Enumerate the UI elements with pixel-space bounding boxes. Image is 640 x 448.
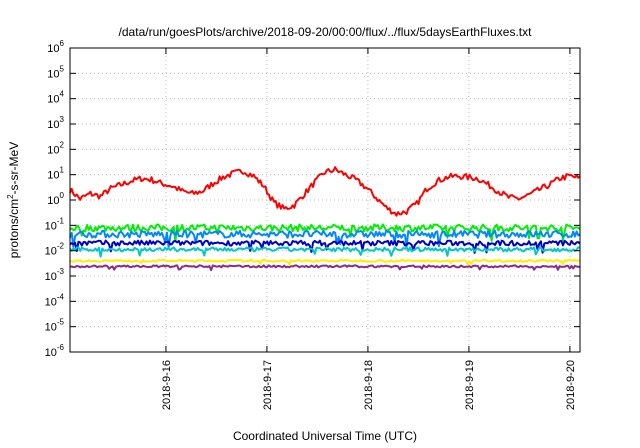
y-tick-label: 10-4 (45, 292, 65, 308)
series-line (69, 264, 581, 272)
y-axis-title: protons/cm2-s-sr-MeV (6, 142, 21, 258)
y-axis-title-sup: 2 (6, 194, 15, 199)
y-tick-label: 100 (47, 191, 64, 207)
x-ticks: 2018-9-16 2018-9-17 2018-9-18 2018-9-19 2018… (161, 48, 577, 410)
series-line (69, 239, 581, 254)
x-axis-title: Coordinated Universal Time (UTC) (233, 429, 417, 443)
y-tick-label: 105 (47, 64, 64, 80)
series-line (69, 246, 581, 258)
grid-lines (70, 48, 580, 352)
y-tick-label: 104 (47, 90, 64, 106)
series-line (69, 166, 581, 217)
y-tick-label: 10-1 (45, 216, 65, 232)
x-tick-label: 2018-9-16 (161, 360, 173, 410)
y-tick-label: 101 (47, 166, 64, 182)
series-line (69, 223, 581, 243)
y-tick-label: 102 (47, 140, 64, 156)
x-tick-label: 2018-9-20 (565, 360, 577, 410)
y-axis-title-main: protons/cm (7, 199, 21, 258)
y-tick-label: 10-2 (45, 242, 65, 258)
chart-title: /data/run/goesPlots/archive/2018-09-20/0… (119, 25, 533, 39)
y-ticks: 10-6 10-5 10-4 10-3 10-2 10-1 100 101 102 103 104 1… (45, 39, 580, 359)
x-tick-label: 2018-9-19 (464, 360, 476, 410)
y-tick-label: 10-6 (45, 343, 65, 359)
y-tick-label: 10-3 (45, 267, 65, 283)
series-lines (69, 166, 581, 272)
y-tick-label: 103 (47, 115, 64, 131)
y-tick-label: 10-5 (45, 318, 65, 334)
x-tick-label: 2018-9-17 (262, 360, 274, 410)
x-tick-label: 2018-9-18 (363, 360, 375, 410)
series-line (69, 229, 581, 249)
y-axis-title-rest: -s-sr-MeV (7, 142, 21, 195)
y-tick-label: 106 (47, 39, 64, 55)
series-line (69, 258, 581, 266)
